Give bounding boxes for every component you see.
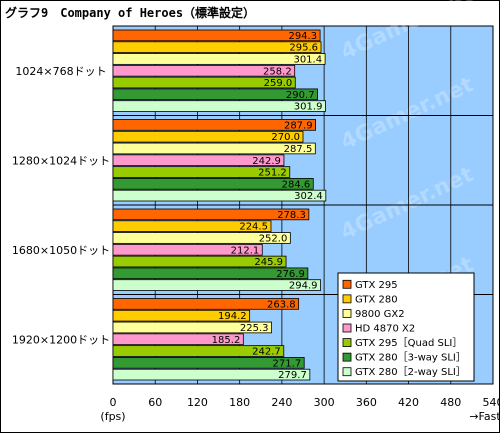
x-tick-label: 60 — [148, 396, 162, 409]
bar-value-label: 224.5 — [239, 222, 268, 233]
category-label: 1280×1024ドット — [12, 154, 110, 167]
bar-value-label: 294.9 — [289, 281, 318, 292]
bar — [112, 142, 316, 155]
bar — [112, 178, 314, 190]
bar — [112, 333, 244, 346]
x-tick-label: 0 — [110, 396, 117, 409]
x-axis-label: (fps) — [100, 410, 125, 423]
bar-value-label: 290.7 — [286, 90, 315, 101]
bar — [112, 130, 304, 143]
bar-value-label: 302.4 — [294, 191, 323, 202]
bar-value-label: 287.9 — [284, 120, 313, 131]
legend-swatch — [342, 367, 352, 377]
legend-label: 9800 GX2 — [355, 309, 405, 320]
legend-box — [337, 272, 475, 382]
bar — [112, 64, 296, 77]
bar-value-label: 278.3 — [277, 210, 306, 221]
bar-value-label: 259.0 — [264, 78, 293, 89]
x-tick-label: 240 — [271, 396, 292, 409]
category-label: 1680×1050ドット — [12, 244, 110, 257]
bar-value-label: 301.4 — [293, 54, 322, 65]
bar — [112, 255, 287, 268]
bar — [112, 279, 321, 291]
bar-value-label: 242.9 — [252, 156, 281, 167]
x-tick-label: 120 — [187, 396, 208, 409]
bar — [112, 345, 285, 357]
x-tick-label: 360 — [356, 396, 377, 409]
bar-value-label: 276.9 — [276, 269, 305, 280]
bar — [112, 154, 285, 167]
bar-value-label: 185.2 — [212, 335, 241, 346]
bar — [112, 309, 251, 322]
bar-value-label: 270.0 — [271, 132, 300, 143]
bar — [112, 29, 321, 42]
bar-value-label: 194.2 — [218, 311, 247, 322]
bar — [112, 189, 327, 202]
legend-label: GTX 280［2-way SLI］ — [355, 366, 466, 378]
legend-swatch — [342, 279, 352, 289]
bar — [112, 232, 291, 244]
bar-value-label: 284.6 — [282, 179, 311, 190]
legend-swatch — [342, 338, 352, 347]
bar-value-label: 225.3 — [240, 323, 269, 334]
legend-label: GTX 280［3-way SLI］ — [355, 352, 466, 364]
bar — [112, 298, 300, 310]
category-label: 1024×768ドット — [15, 65, 106, 78]
bar — [112, 88, 318, 101]
bar — [112, 220, 272, 232]
chart-title: グラフ9 Company of Heroes（標準設定） — [5, 6, 256, 20]
x-tick-label: 180 — [229, 396, 250, 409]
bar-value-label: 242.7 — [252, 347, 281, 358]
bar-value-label: 301.9 — [294, 102, 323, 113]
bar — [112, 41, 322, 53]
bar — [112, 243, 263, 256]
bar-value-label: 212.1 — [231, 245, 260, 256]
legend-swatch — [342, 323, 352, 333]
legend-label: GTX 295 — [355, 280, 398, 291]
category-label: 1920×1200ドット — [12, 333, 110, 346]
bar — [112, 119, 316, 131]
x-tick-label: 540 — [483, 396, 500, 409]
legend-label: GTX 280 — [355, 294, 398, 305]
bar — [112, 368, 311, 381]
legend-label: HD 4870 X2 — [355, 324, 415, 335]
bar-value-label: 279.7 — [278, 370, 307, 381]
x-tick-label: 300 — [314, 396, 335, 409]
bar-value-label: 251.2 — [258, 168, 287, 179]
legend-swatch — [342, 294, 352, 304]
bar — [112, 100, 326, 112]
bar — [112, 357, 305, 369]
bar-value-label: 263.8 — [267, 299, 296, 310]
bar-value-label: 252.0 — [259, 233, 288, 244]
legend-swatch — [342, 309, 352, 318]
x-axis-note: →Fast — [469, 410, 500, 423]
bar — [112, 166, 291, 178]
bar — [112, 53, 326, 65]
bar — [112, 321, 272, 334]
bar-value-label: 295.6 — [289, 43, 318, 54]
x-tick-label: 420 — [398, 396, 419, 409]
bar-value-label: 287.5 — [284, 144, 313, 155]
legend-label: GTX 295［Quad SLI］ — [355, 337, 462, 349]
bar — [112, 267, 309, 280]
bar-value-label: 245.9 — [254, 257, 283, 268]
bar — [112, 208, 310, 221]
legend-swatch — [342, 352, 352, 362]
bar-value-label: 258.2 — [263, 66, 292, 77]
bar — [112, 76, 296, 89]
x-tick-label: 480 — [440, 396, 461, 409]
bar-value-label: 294.3 — [288, 31, 317, 42]
bar-value-label: 271.7 — [273, 358, 302, 369]
